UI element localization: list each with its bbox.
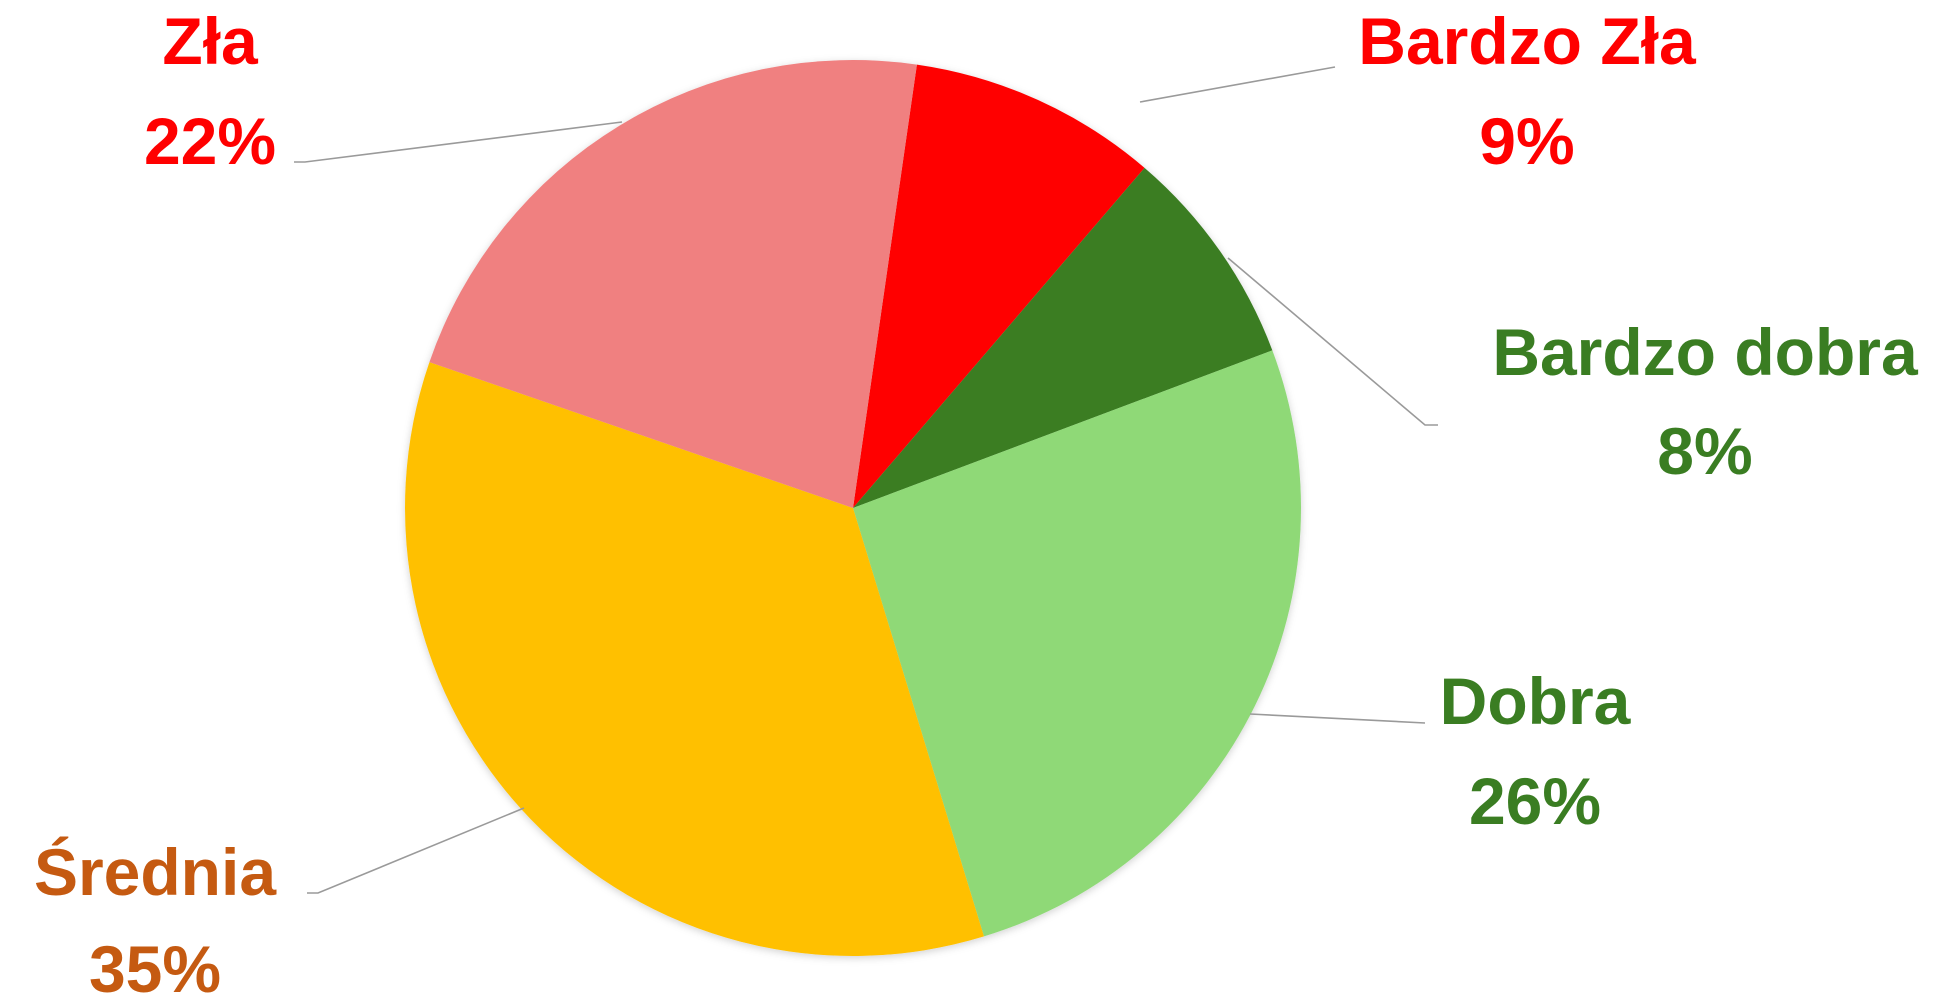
leader-lines [294,66,1438,894]
slice-category-label: Zła [162,4,259,78]
slice-category-label: Dobra [1440,664,1632,738]
pie-slice-3 [853,350,1301,937]
slice-value-label: 35% [89,932,221,994]
slice-category-label: Bardzo dobra [1492,315,1919,389]
leader-line-2 [1227,257,1438,426]
leader-line-5 [294,121,623,163]
slice-value-label: 26% [1469,764,1601,838]
pie-slices [405,59,1301,956]
slice-value-label: 22% [144,104,276,178]
slice-value-label: 9% [1479,104,1574,178]
leader-line-4 [307,807,525,894]
slice-category-label: Średnia [34,835,277,909]
slice-value-label: 8% [1657,414,1752,488]
leader-line-1 [1139,66,1336,103]
slice-category-label: Bardzo Zła [1358,4,1697,78]
pie-slice-4 [405,362,984,956]
leader-line-3 [1249,713,1426,724]
pie-slice-1 [853,64,1145,508]
pie-slice-2 [853,167,1273,508]
pie-slice-5 [429,59,917,509]
data-labels: Bardzo Zła 9% Bardzo dobra 8% Dobra 26% Średni… [34,4,1919,994]
